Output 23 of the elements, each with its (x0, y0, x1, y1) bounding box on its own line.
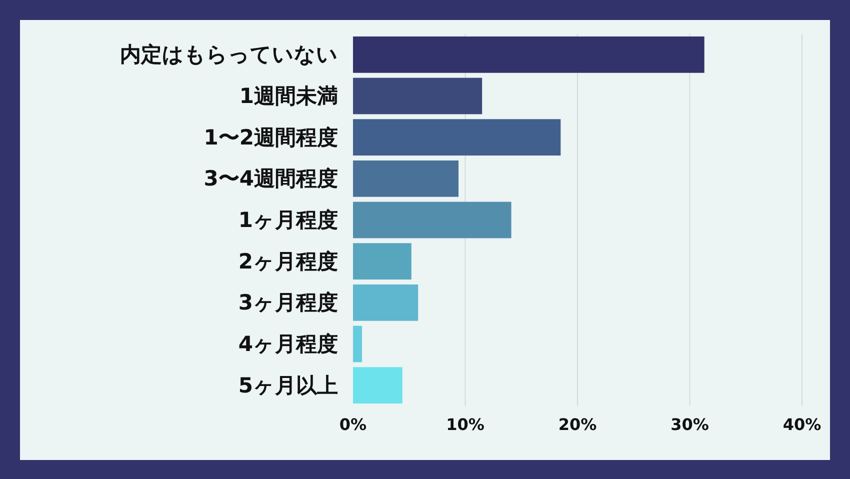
bar (353, 202, 512, 238)
y-tick-label: 1ヶ月程度 (238, 208, 338, 232)
y-tick-label: 4ヶ月程度 (238, 332, 338, 356)
y-tick-label: 1週間未満 (239, 84, 338, 108)
y-tick-label: 3〜4週間程度 (204, 166, 338, 191)
y-tick-label: 3ヶ月程度 (238, 290, 338, 315)
x-tick-label: 10% (446, 415, 484, 434)
y-tick-label: 2ヶ月程度 (238, 249, 338, 274)
x-tick-label: 20% (558, 415, 597, 434)
bar (353, 36, 704, 73)
x-tick-label: 40% (782, 415, 822, 434)
bar (353, 367, 402, 404)
y-tick-label: 内定はもらっていない (120, 42, 338, 67)
bar (353, 160, 459, 197)
bar (353, 78, 482, 114)
x-tick-label: 0% (339, 415, 367, 434)
x-tick-label: 30% (670, 415, 709, 434)
bar (353, 119, 561, 156)
y-tick-label: 5ヶ月以上 (238, 373, 338, 398)
bar (353, 326, 362, 362)
y-tick-label: 1〜2週間程度 (204, 125, 338, 150)
bar (353, 243, 412, 280)
bar (353, 284, 418, 321)
